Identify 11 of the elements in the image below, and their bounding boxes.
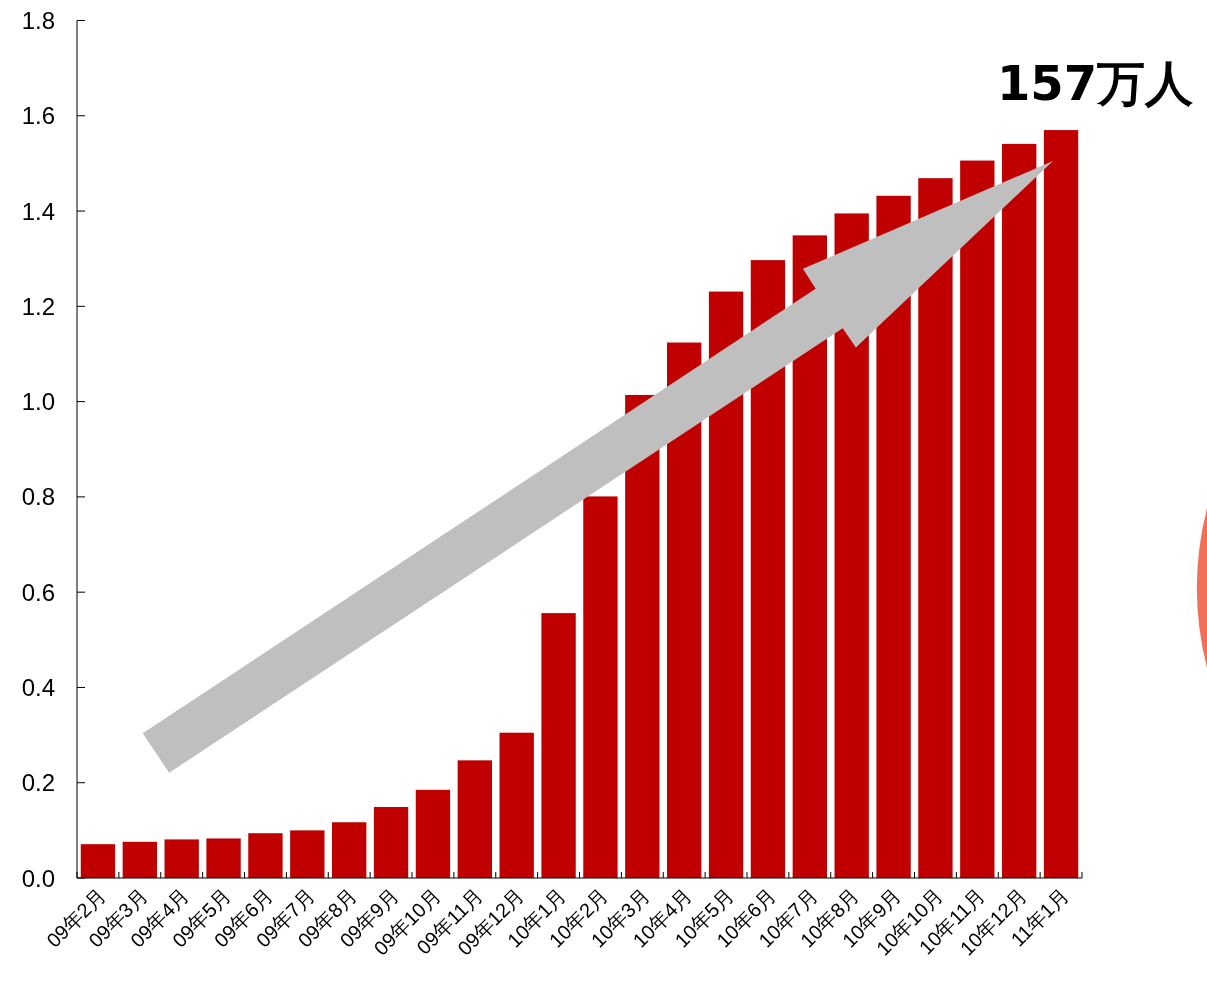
y-tick-label: 0.8 — [21, 483, 55, 511]
y-tick-label: 1.2 — [21, 292, 55, 320]
y-tick-label: 1.6 — [21, 102, 55, 130]
y-tick-label: 1.8 — [21, 7, 55, 34]
annotation: 157万人 — [996, 55, 1194, 112]
y-tick-label: 0.6 — [21, 578, 55, 606]
y-tick-label: 0.0 — [21, 864, 55, 892]
y-tick-label: 0.4 — [21, 673, 55, 701]
y-tick-label: 1.4 — [21, 197, 55, 225]
y-tick-label: 0.2 — [21, 769, 55, 797]
y-tick-label: 1.0 — [21, 388, 55, 416]
